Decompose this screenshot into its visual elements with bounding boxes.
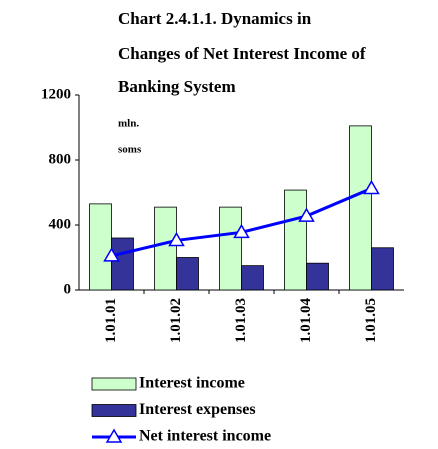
- bar: [306, 262, 329, 291]
- y-tick-label: 400: [49, 216, 72, 232]
- x-tick-label: 1.01.05: [363, 298, 379, 343]
- x-tick-label: 1.01.03: [233, 298, 249, 343]
- chart-title: Banking System: [118, 77, 236, 96]
- bar: [154, 206, 177, 291]
- y-tick-label: 800: [49, 151, 72, 167]
- legend-marker: [105, 428, 123, 443]
- legend-label: Interest expenses: [139, 401, 256, 418]
- legend-swatch: [91, 377, 137, 391]
- bar: [111, 237, 134, 291]
- x-tick-label: 1.01.04: [298, 298, 314, 344]
- x-tick-label: 1.01.01: [103, 298, 119, 343]
- legend-label: Interest income: [139, 375, 245, 392]
- bar: [371, 247, 394, 291]
- marker: [233, 223, 250, 239]
- marker: [298, 207, 315, 222]
- marker: [168, 231, 185, 247]
- y-unit: soms: [118, 144, 142, 156]
- bar: [241, 265, 264, 291]
- legend-swatch: [91, 404, 137, 417]
- legend-label: Net interest income: [139, 428, 271, 445]
- bar: [176, 257, 199, 291]
- bar: [349, 125, 372, 291]
- bar: [284, 189, 307, 291]
- bar: [89, 203, 112, 291]
- chart-title: Chart 2.4.1.1. Dynamics in: [118, 9, 312, 28]
- x-tick-label: 1.01.02: [168, 298, 184, 343]
- marker: [363, 179, 380, 195]
- marker: [103, 247, 120, 262]
- y-unit: mln.: [118, 118, 139, 130]
- chart-title: Changes of Net Interest Income of: [118, 44, 366, 63]
- y-tick-label: 0: [64, 281, 72, 297]
- y-tick-label: 1200: [41, 86, 71, 102]
- bar: [219, 206, 242, 291]
